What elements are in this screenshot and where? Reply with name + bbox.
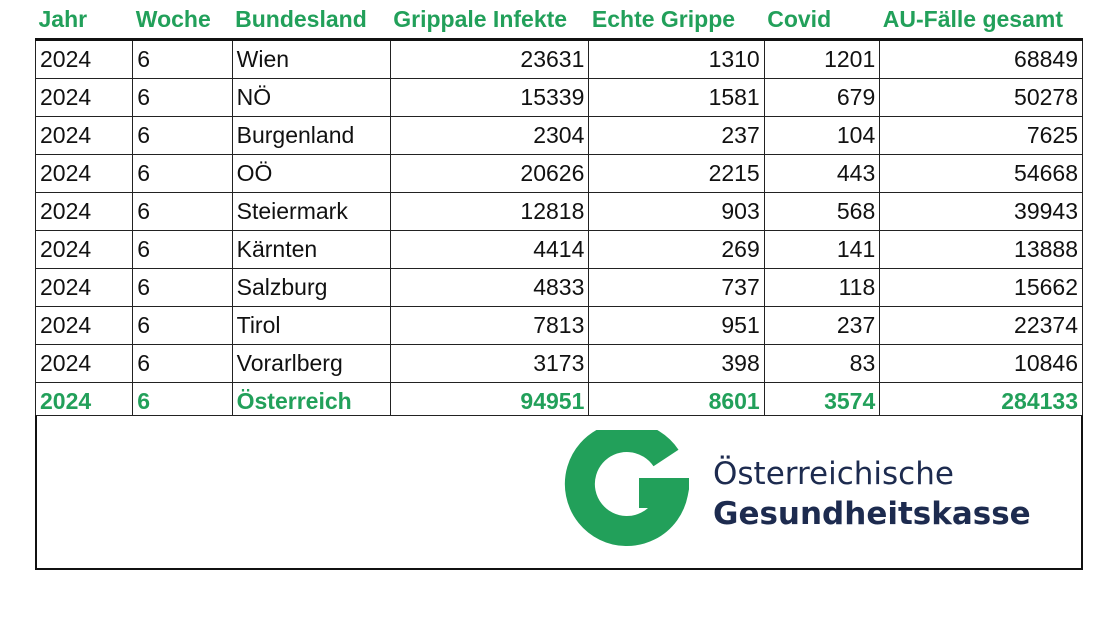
table-row: 2024 6 OÖ 20626 2215 443 54668 xyxy=(34,154,1083,193)
cell-au-faelle-gesamt: 50278 xyxy=(879,78,1083,117)
header-au-faelle-gesamt: AU-Fälle gesamt xyxy=(882,5,1063,32)
cell-echte-grippe: 903 xyxy=(588,192,765,231)
cell-covid: 3574 xyxy=(763,382,881,421)
table-row: 2024 6 Steiermark 12818 903 568 39943 xyxy=(34,192,1083,231)
cell-bundesland: Österreich xyxy=(231,382,391,421)
logo-wordmark: Österreichische Gesundheitskasse xyxy=(713,454,1031,534)
cell-woche: 6 xyxy=(132,116,233,155)
cell-grippale-infekte: 15339 xyxy=(389,78,590,117)
header-jahr: Jahr xyxy=(38,5,88,32)
cell-au-faelle-gesamt: 13888 xyxy=(879,230,1083,269)
cell-grippale-infekte: 7813 xyxy=(389,306,590,345)
cell-grippale-infekte: 2304 xyxy=(389,116,590,155)
table-total-row: 2024 6 Österreich 94951 8601 3574 284133 xyxy=(34,382,1083,421)
cell-echte-grippe: 269 xyxy=(588,230,765,269)
table-row: 2024 6 Vorarlberg 3173 398 83 10846 xyxy=(34,344,1083,383)
logo-panel: Österreichische Gesundheitskasse xyxy=(35,415,1083,570)
cell-bundesland: Wien xyxy=(231,38,391,79)
cell-woche: 6 xyxy=(132,382,233,421)
cell-grippale-infekte: 20626 xyxy=(389,154,590,193)
cell-woche: 6 xyxy=(132,306,233,345)
cell-grippale-infekte: 4414 xyxy=(389,230,590,269)
logo-line-2: Gesundheitskasse xyxy=(713,496,1031,532)
cell-echte-grippe: 1581 xyxy=(588,78,765,117)
cell-au-faelle-gesamt: 68849 xyxy=(879,38,1083,79)
table-header-row: Jahr Woche Bundesland Grippale Infekte E… xyxy=(36,0,1083,40)
cell-woche: 6 xyxy=(132,230,233,269)
cell-au-faelle-gesamt: 10846 xyxy=(879,344,1083,383)
table-row: 2024 6 Salzburg 4833 737 118 15662 xyxy=(34,268,1083,307)
cell-au-faelle-gesamt: 39943 xyxy=(879,192,1083,231)
cell-jahr: 2024 xyxy=(34,78,134,117)
cell-au-faelle-gesamt: 15662 xyxy=(879,268,1083,307)
cell-bundesland: Vorarlberg xyxy=(231,344,391,383)
cell-bundesland: Steiermark xyxy=(231,192,391,231)
cell-echte-grippe: 2215 xyxy=(588,154,765,193)
cell-echte-grippe: 951 xyxy=(588,306,765,345)
au-cases-table: Jahr Woche Bundesland Grippale Infekte E… xyxy=(34,0,1083,421)
cell-covid: 237 xyxy=(763,306,881,345)
cell-woche: 6 xyxy=(132,268,233,307)
header-woche: Woche xyxy=(135,5,211,32)
cell-covid: 443 xyxy=(763,154,881,193)
cell-grippale-infekte: 23631 xyxy=(389,38,590,79)
cell-jahr: 2024 xyxy=(34,268,134,307)
cell-jahr: 2024 xyxy=(34,382,134,421)
cell-jahr: 2024 xyxy=(34,192,134,231)
cell-au-faelle-gesamt: 284133 xyxy=(879,382,1083,421)
cell-woche: 6 xyxy=(132,192,233,231)
cell-jahr: 2024 xyxy=(34,230,134,269)
table-row: 2024 6 NÖ 15339 1581 679 50278 xyxy=(34,78,1083,117)
table-row: 2024 6 Wien 23631 1310 1201 68849 xyxy=(34,38,1083,79)
cell-covid: 679 xyxy=(763,78,881,117)
cell-covid: 83 xyxy=(763,344,881,383)
oegk-logo-icon xyxy=(564,430,689,546)
cell-echte-grippe: 1310 xyxy=(588,38,765,79)
table-row: 2024 6 Kärnten 4414 269 141 13888 xyxy=(34,230,1083,269)
cell-echte-grippe: 237 xyxy=(588,116,765,155)
cell-bundesland: NÖ xyxy=(231,78,391,117)
header-bundesland: Bundesland xyxy=(235,5,367,32)
cell-jahr: 2024 xyxy=(34,38,134,79)
cell-woche: 6 xyxy=(132,344,233,383)
table-row: 2024 6 Burgenland 2304 237 104 7625 xyxy=(34,116,1083,155)
cell-covid: 568 xyxy=(763,192,881,231)
cell-woche: 6 xyxy=(132,154,233,193)
cell-woche: 6 xyxy=(132,38,233,79)
cell-bundesland: OÖ xyxy=(231,154,391,193)
cell-jahr: 2024 xyxy=(34,154,134,193)
cell-echte-grippe: 737 xyxy=(588,268,765,307)
cell-jahr: 2024 xyxy=(34,306,134,345)
cell-jahr: 2024 xyxy=(34,344,134,383)
cell-woche: 6 xyxy=(132,78,233,117)
table-body: 2024 6 Wien 23631 1310 1201 68849 2024 6 NÖ 15339 1… xyxy=(34,38,1083,421)
cell-bundesland: Burgenland xyxy=(231,116,391,155)
header-covid: Covid xyxy=(767,5,832,32)
cell-au-faelle-gesamt: 22374 xyxy=(879,306,1083,345)
cell-covid: 104 xyxy=(763,116,881,155)
cell-bundesland: Kärnten xyxy=(231,230,391,269)
header-grippale-infekte: Grippale Infekte xyxy=(393,5,568,32)
au-cases-table-container: Jahr Woche Bundesland Grippale Infekte E… xyxy=(34,0,1083,421)
cell-covid: 118 xyxy=(763,268,881,307)
header-echte-grippe: Echte Grippe xyxy=(591,5,736,32)
cell-bundesland: Tirol xyxy=(231,306,391,345)
cell-bundesland: Salzburg xyxy=(231,268,391,307)
cell-au-faelle-gesamt: 7625 xyxy=(879,116,1083,155)
logo-line-1: Österreichische xyxy=(713,456,954,492)
cell-covid: 141 xyxy=(763,230,881,269)
cell-echte-grippe: 398 xyxy=(588,344,765,383)
cell-grippale-infekte: 4833 xyxy=(389,268,590,307)
cell-au-faelle-gesamt: 54668 xyxy=(879,154,1083,193)
cell-covid: 1201 xyxy=(763,38,881,79)
cell-grippale-infekte: 3173 xyxy=(389,344,590,383)
cell-jahr: 2024 xyxy=(34,116,134,155)
cell-grippale-infekte: 12818 xyxy=(389,192,590,231)
table-row: 2024 6 Tirol 7813 951 237 22374 xyxy=(34,306,1083,345)
